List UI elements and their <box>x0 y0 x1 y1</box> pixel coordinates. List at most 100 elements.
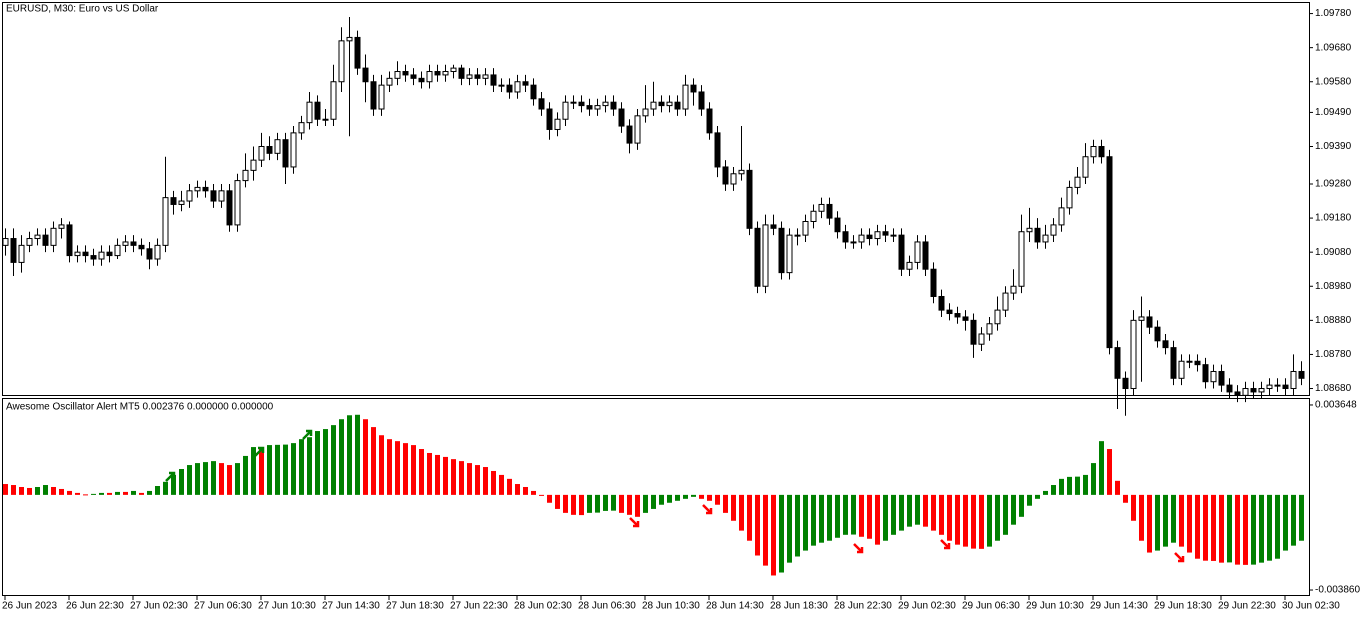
candle-body <box>26 238 33 246</box>
oscillator-bar <box>1107 449 1112 495</box>
oscillator-bar <box>1235 494 1240 565</box>
candle-body <box>1194 360 1201 366</box>
buy-arrow <box>254 446 265 457</box>
candle-body <box>642 108 649 117</box>
candle-body <box>930 268 937 297</box>
candle-body <box>450 67 457 73</box>
oscillator-bar <box>547 494 552 503</box>
candle-body <box>682 84 689 110</box>
candle-body <box>322 118 329 121</box>
candle-body <box>210 190 217 202</box>
candle-body <box>178 200 185 205</box>
oscillator-bar <box>947 494 952 541</box>
oscillator-bar <box>483 467 488 495</box>
oscillator-bar <box>1123 494 1128 503</box>
oscillator-bar <box>995 494 1000 541</box>
oscillator-bar <box>107 492 112 495</box>
oscillator-bar <box>395 441 400 495</box>
oscillator-bar <box>219 463 224 495</box>
oscillator-bar <box>371 427 376 495</box>
oscillator-bar <box>179 469 184 495</box>
candle-body <box>1066 186 1073 209</box>
candle-body <box>634 115 641 144</box>
buy-arrow <box>302 429 313 440</box>
y-tick-label: 1.09280 <box>1315 179 1352 190</box>
candle-body <box>602 101 609 107</box>
oscillator-bar <box>731 494 736 521</box>
y-tick-label: 1.09490 <box>1315 107 1352 118</box>
candle-body <box>250 159 257 171</box>
y-tick-label: 1.08880 <box>1315 315 1352 326</box>
oscillator-bar <box>619 494 624 513</box>
candle-body <box>658 101 665 107</box>
oscillator-bar <box>755 494 760 556</box>
oscillator-bar <box>1027 494 1032 506</box>
oscillator-bar <box>1051 485 1056 495</box>
oscillator-bar <box>595 494 600 513</box>
oscillator-bar <box>1075 476 1080 495</box>
oscillator-bar <box>811 494 816 546</box>
candle-body <box>1034 227 1041 243</box>
oscillator-bar <box>827 494 832 541</box>
oscillator-bar <box>1275 494 1280 559</box>
oscillator-bar <box>315 431 320 495</box>
candle-body <box>1082 156 1089 178</box>
oscillator-bar <box>1003 494 1008 535</box>
oscillator-bar <box>1035 494 1040 499</box>
oscillator-bar <box>691 494 696 497</box>
candle-body <box>706 108 713 134</box>
oscillator-bar <box>555 494 560 509</box>
oscillator-bar <box>19 486 24 495</box>
candle-body <box>690 84 697 93</box>
oscillator-bar <box>835 494 840 538</box>
candle-body <box>50 227 57 246</box>
candle-body <box>898 234 905 270</box>
candle-body <box>882 231 889 236</box>
oscillator-bar <box>979 494 984 549</box>
oscillator-bar <box>955 494 960 545</box>
candle-body <box>346 36 353 42</box>
candle-body <box>402 71 409 76</box>
candle-body <box>1002 292 1009 311</box>
oscillator-bar <box>1131 494 1136 521</box>
oscillator-bar <box>843 494 848 535</box>
candle-body <box>202 186 209 192</box>
candle-body <box>810 210 817 222</box>
candle-body <box>986 323 993 335</box>
candle-body <box>570 101 577 104</box>
candle-body <box>666 101 673 107</box>
candle-body <box>1058 207 1065 226</box>
chart-title: EURUSD, M30: Euro vs US Dollar <box>6 4 159 15</box>
x-tick-label: 27 Jun 22:30 <box>450 601 508 612</box>
oscillator-bar <box>987 494 992 547</box>
candle-body <box>82 251 89 257</box>
candle-body <box>714 132 721 168</box>
candle-body <box>74 251 81 257</box>
candle-body <box>1114 347 1121 379</box>
oscillator-bar <box>611 494 616 511</box>
candle-body <box>1202 364 1209 383</box>
oscillator-bar <box>1203 494 1208 561</box>
oscillator-bar <box>307 437 312 495</box>
candle-body <box>306 101 313 124</box>
sell-arrow <box>1174 552 1185 563</box>
oscillator-bar <box>1259 494 1264 563</box>
oscillator-bar <box>1251 494 1256 565</box>
oscillator-bar <box>683 494 688 499</box>
oscillator-bar <box>1059 478 1064 495</box>
oscillator-bar <box>1299 494 1304 541</box>
candle-body <box>1218 370 1225 386</box>
oscillator-bar <box>739 494 744 531</box>
x-tick-label: 29 Jun 14:30 <box>1090 601 1148 612</box>
candle-body <box>890 234 897 237</box>
candle-body <box>978 333 985 345</box>
oscillator-bar <box>403 443 408 495</box>
oscillator-bar <box>899 494 904 531</box>
candle-body <box>866 234 873 240</box>
x-tick-label: 27 Jun 14:30 <box>322 601 380 612</box>
candle-body <box>1106 156 1113 349</box>
candle-body <box>914 241 921 263</box>
oscillator-bar <box>75 492 80 495</box>
candle-body <box>1154 326 1161 342</box>
